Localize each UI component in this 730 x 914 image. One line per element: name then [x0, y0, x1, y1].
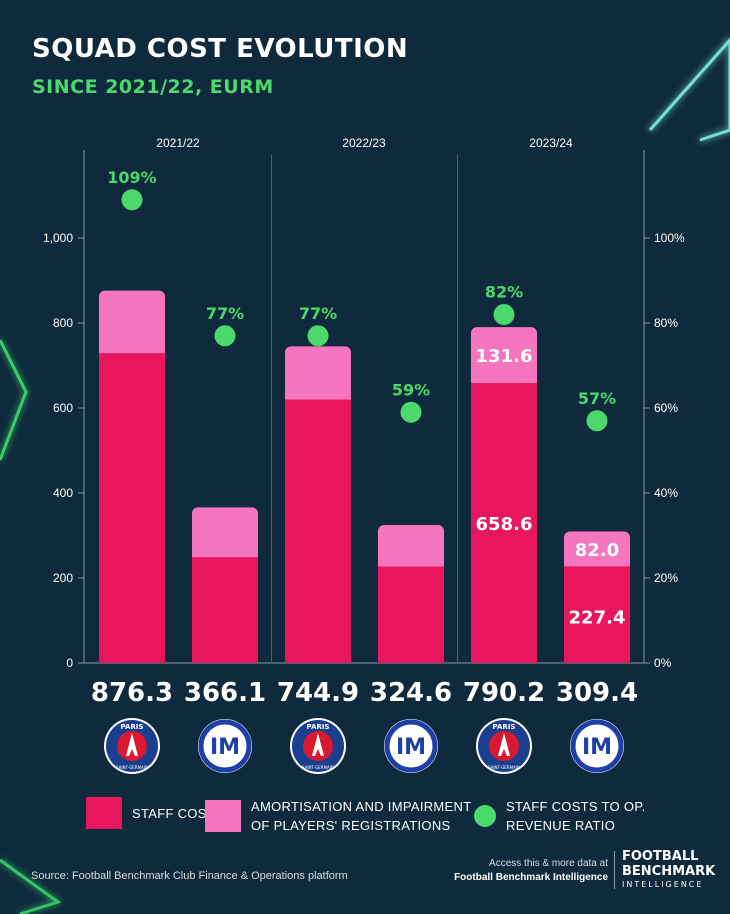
bar-total-label: 744.9	[277, 678, 359, 708]
psg-crest-subtext: SAINT-GERMAIN	[302, 765, 334, 770]
inter-crest-ring	[198, 719, 252, 773]
access-line-1: Access this & more data at	[489, 858, 608, 869]
bar-value-label: 658.6	[476, 514, 533, 535]
season-label: 2021/22	[156, 136, 200, 150]
ratio-label: 77%	[299, 304, 337, 323]
ratio-dot	[214, 325, 236, 347]
y-right-tick-label: 20%	[654, 571, 678, 585]
bar-value-label: 82.0	[575, 540, 619, 561]
bar-staff-costs	[99, 353, 165, 663]
inter-crest-ring	[384, 719, 438, 773]
bar-staff-costs	[285, 399, 351, 663]
legend-ratio: STAFF COSTS TO OP. REVENUE RATIO	[474, 797, 646, 835]
psg-eiffel-tower	[312, 733, 324, 756]
inter-crest-monogram: IM	[210, 735, 240, 760]
bar-total-label: 876.3	[91, 678, 173, 708]
inter-crest-monogram: IM	[582, 735, 612, 760]
legend-amortisation-label-2: OF PLAYERS' REGISTRATIONS	[251, 818, 451, 833]
season-label: 2022/23	[342, 136, 386, 150]
neon-triangle-left	[0, 339, 28, 461]
y-left-tick-label: 0	[66, 656, 73, 670]
bar-total-label: 366.1	[184, 678, 266, 708]
bar-staff-costs	[192, 557, 258, 663]
brand-line-3: INTELLIGENCE	[622, 880, 704, 889]
bar-amortisation	[99, 290, 165, 360]
psg-crest-text: PARIS	[493, 723, 516, 731]
bar-staff-costs	[378, 566, 444, 663]
psg-crest-text: PARIS	[121, 723, 144, 731]
source-note: Source: Football Benchmark Club Finance …	[31, 870, 348, 882]
legend-staff-costs-label: STAFF COSTS	[132, 805, 224, 821]
neon-line-bottom-left	[0, 858, 62, 914]
bar-staff-costs	[471, 383, 537, 663]
legend-amortisation-swatch	[205, 800, 241, 832]
psg-eiffel-tower	[126, 733, 138, 756]
y-left-tick-label: 800	[53, 316, 73, 330]
legend-amortisation-label-1: AMORTISATION AND IMPAIRMENT	[251, 799, 472, 814]
brand-logo: FOOTBALL BENCHMARK INTELLIGENCE	[622, 849, 715, 890]
psg-crest-subtext: SAINT-GERMAIN	[488, 765, 520, 770]
y-right-tick-label: 100%	[654, 231, 685, 245]
y-left-tick-label: 200	[53, 571, 73, 585]
brand-divider	[614, 851, 615, 889]
ratio-dot	[121, 189, 143, 211]
legend-staff-costs-swatch	[86, 797, 122, 829]
inter-crest-ring	[570, 719, 624, 773]
y-right-tick-label: 0%	[654, 656, 672, 670]
inter-crest-monogram: IM	[396, 735, 426, 760]
ratio-label: 109%	[107, 168, 156, 187]
ratio-dot	[586, 410, 608, 432]
ratio-label: 82%	[485, 283, 523, 302]
season-label: 2023/24	[529, 136, 573, 150]
legend-ratio-label-2: REVENUE RATIO	[506, 818, 616, 833]
y-right-tick-label: 60%	[654, 401, 678, 415]
bar-total-label: 324.6	[370, 678, 452, 708]
ratio-label: 57%	[578, 389, 616, 408]
bar-amortisation	[285, 346, 351, 406]
bar-value-label: 227.4	[569, 608, 626, 629]
brand-line-2: BENCHMARK	[622, 864, 716, 879]
y-left-tick-label: 1,000	[43, 231, 73, 245]
ratio-label: 77%	[206, 304, 244, 323]
bar-amortisation	[192, 507, 258, 564]
y-right-tick-label: 80%	[654, 316, 678, 330]
bar-total-label: 790.2	[463, 678, 545, 708]
bar-amortisation	[471, 327, 537, 390]
access-link[interactable]: Football Benchmark Intelligence	[454, 872, 608, 883]
legend-amortisation: AMORTISATION AND IMPAIRMENT OF PLAYERS' …	[205, 797, 471, 835]
psg-crest-text: PARIS	[307, 723, 330, 731]
neon-triangle-top-right	[648, 37, 730, 142]
psg-eiffel-tower	[498, 733, 510, 756]
ratio-dot	[493, 304, 515, 325]
bar-amortisation	[564, 531, 630, 573]
y-right-tick-label: 40%	[654, 486, 678, 500]
legend-staff-costs: STAFF COSTS	[86, 797, 224, 829]
bar-amortisation	[378, 525, 444, 573]
ratio-dot	[307, 325, 329, 347]
bar-staff-costs	[564, 566, 630, 663]
chart-title: SQUAD COST EVOLUTION	[32, 34, 409, 64]
legend-ratio-label-1: STAFF COSTS TO OP.	[506, 799, 646, 814]
brand-line-1: FOOTBALL	[622, 849, 699, 864]
ratio-label: 59%	[392, 380, 430, 399]
bar-total-label: 309.4	[556, 678, 638, 708]
access-note: Access this & more data at Football Benc…	[388, 857, 608, 885]
ratio-dot	[400, 401, 422, 423]
y-left-tick-label: 400	[53, 486, 73, 500]
y-left-tick-label: 600	[53, 401, 73, 415]
psg-crest-subtext: SAINT-GERMAIN	[116, 765, 148, 770]
bar-value-label: 131.6	[476, 346, 533, 367]
chart-subtitle: SINCE 2021/22, EURM	[32, 76, 274, 98]
legend-ratio-dot	[474, 805, 496, 827]
